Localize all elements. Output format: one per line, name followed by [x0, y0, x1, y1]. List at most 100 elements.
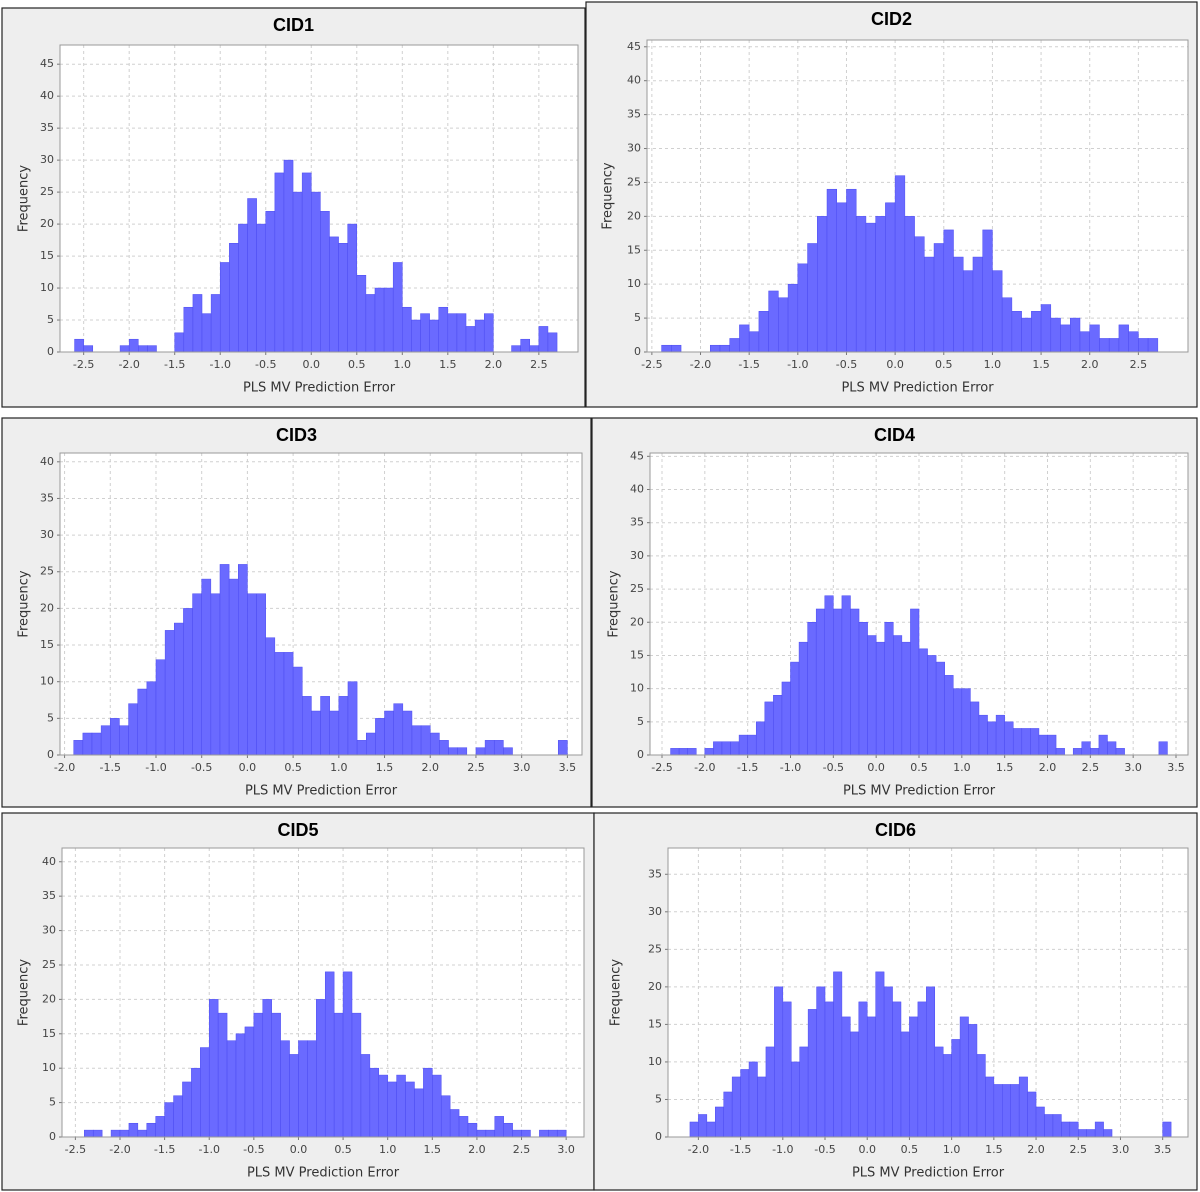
bar — [698, 1114, 708, 1137]
bar — [146, 681, 157, 755]
x-tick-label: 0.5 — [284, 761, 302, 774]
plot-area — [62, 848, 584, 1137]
x-tick-label: -0.5 — [814, 1143, 835, 1156]
bar — [927, 655, 937, 755]
x-tick-label: 1.5 — [376, 761, 394, 774]
x-tick-label: 2.0 — [1027, 1143, 1045, 1156]
bar — [384, 710, 394, 755]
bar — [138, 345, 148, 352]
x-tick-label: 0.5 — [348, 358, 366, 371]
y-tick-label: 5 — [47, 313, 54, 326]
bar — [757, 1076, 767, 1137]
bar — [366, 732, 376, 755]
y-tick-label: 45 — [40, 57, 54, 70]
bar — [790, 661, 800, 755]
bar — [798, 641, 808, 755]
bar — [901, 641, 911, 755]
y-tick-label: 10 — [40, 675, 54, 688]
y-tick-label: 10 — [630, 682, 644, 695]
y-tick-label: 25 — [630, 582, 644, 595]
bar — [740, 1069, 750, 1137]
x-tick-label: 1.0 — [330, 761, 348, 774]
x-tick-label: 2.5 — [467, 761, 485, 774]
x-tick-label: -1.5 — [737, 761, 758, 774]
bar — [968, 1024, 978, 1137]
bar — [739, 324, 750, 352]
bar — [164, 1102, 174, 1137]
bar — [900, 1031, 910, 1137]
bar — [420, 313, 430, 352]
y-tick-label: 25 — [627, 175, 641, 188]
bar — [511, 345, 521, 352]
bar — [883, 986, 893, 1137]
bar — [797, 263, 808, 352]
plot-border — [649, 452, 1189, 756]
bar — [423, 1067, 433, 1137]
y-tick-label: 35 — [40, 491, 54, 504]
bar — [155, 1116, 165, 1137]
y-tick-label: 25 — [648, 942, 662, 955]
bar — [1090, 748, 1100, 755]
bar — [993, 1084, 1003, 1137]
x-tick-label: 0.0 — [290, 1143, 308, 1156]
bar — [457, 747, 468, 755]
x-tick-label: 3.0 — [1124, 761, 1142, 774]
bar — [855, 216, 867, 352]
bar — [1030, 728, 1040, 755]
x-tick-label: 2.0 — [421, 761, 439, 774]
bar — [841, 595, 851, 755]
bar — [73, 740, 84, 755]
y-tick-label: 15 — [627, 243, 641, 256]
bar — [438, 306, 449, 352]
y-tick-label: 0 — [47, 748, 54, 761]
x-tick-label: 2.0 — [1039, 761, 1057, 774]
x-tick-label: 0.5 — [935, 358, 953, 371]
chart-title: CID2 — [871, 9, 912, 29]
x-tick-label: 3.5 — [1167, 761, 1185, 774]
bar — [807, 1009, 817, 1137]
bar — [1138, 338, 1149, 352]
y-tick-label: 20 — [42, 992, 56, 1005]
y-tick-label: 15 — [42, 1027, 56, 1040]
bar — [976, 1054, 986, 1137]
bar — [429, 319, 439, 352]
bar — [816, 986, 826, 1137]
x-tick-label: 0.0 — [303, 358, 321, 371]
bar — [274, 172, 285, 352]
x-tick-label: 1.0 — [984, 358, 1002, 371]
bar — [1052, 1114, 1062, 1137]
plot-border — [646, 39, 1189, 353]
plot-area — [60, 45, 578, 352]
bar — [265, 211, 276, 352]
bar — [723, 1091, 733, 1137]
x-tick-label: -1.0 — [780, 761, 801, 774]
x-tick-label: 0.5 — [901, 1143, 919, 1156]
y-tick-label: 30 — [40, 153, 54, 166]
bar — [1021, 728, 1031, 755]
x-tick-label: 3.5 — [559, 761, 577, 774]
bar — [493, 740, 504, 755]
y-tick-label: 5 — [655, 1092, 662, 1105]
chart-title: CID5 — [277, 820, 318, 840]
bar — [729, 338, 740, 352]
bar — [147, 345, 157, 352]
bar — [959, 1016, 969, 1137]
bar — [100, 725, 111, 755]
bar — [926, 986, 936, 1137]
plot-border — [61, 847, 585, 1138]
bar — [235, 1033, 246, 1137]
bar — [329, 710, 340, 755]
x-tick-label: 3.0 — [1112, 1143, 1130, 1156]
chart-title: CID4 — [874, 425, 915, 445]
bar — [1070, 317, 1081, 352]
bar — [311, 710, 321, 755]
y-tick-label: 25 — [42, 958, 56, 971]
bar — [219, 262, 230, 352]
bar — [1079, 331, 1090, 352]
plot-area — [60, 453, 582, 755]
bar — [283, 159, 294, 352]
bar — [758, 311, 769, 352]
x-axis-label: PLS MV Prediction Error — [841, 381, 994, 396]
bar — [360, 1054, 371, 1137]
bar — [538, 326, 549, 352]
